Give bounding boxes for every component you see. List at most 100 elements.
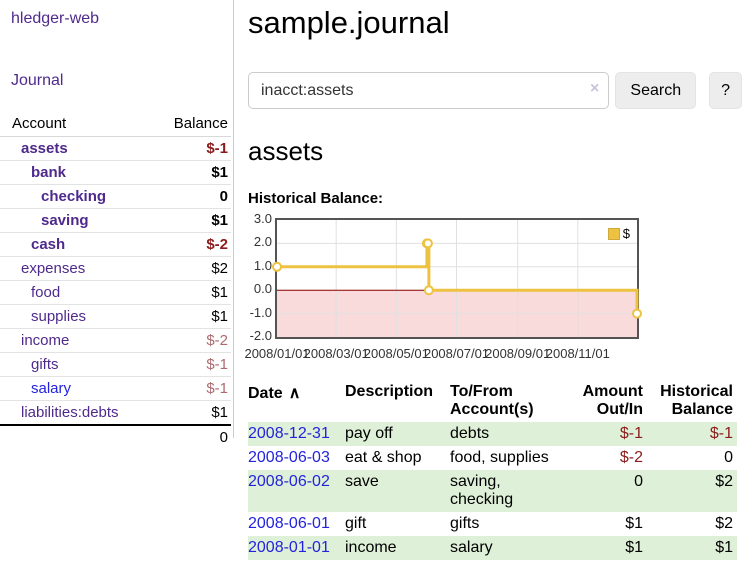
account-balance-income: $-2: [147, 329, 231, 353]
app-brand-link[interactable]: hledger-web: [11, 10, 99, 28]
register-row: 2008-06-02 save saving, checking 0 $2: [248, 470, 737, 512]
transaction-description: pay off: [345, 422, 450, 446]
register-row: 2008-06-03 eat & shop food, supplies $-2…: [248, 446, 737, 470]
account-link-cash[interactable]: cash: [31, 236, 65, 253]
y-axis-tick-label: -2.0: [248, 328, 272, 343]
transaction-accounts: salary: [450, 536, 562, 560]
account-row-gifts: gifts $-1: [0, 353, 231, 377]
transaction-date-link[interactable]: 2008-06-03: [248, 449, 330, 466]
accounts-header-account: Account: [0, 112, 147, 137]
account-link-salary[interactable]: salary: [31, 380, 71, 397]
search-form: × Search ?: [248, 72, 742, 109]
account-link-income[interactable]: income: [21, 332, 69, 349]
account-balance-checking: 0: [147, 185, 231, 209]
chart-heading: Historical Balance:: [248, 190, 742, 207]
y-axis-tick-label: 1.0: [248, 258, 272, 273]
search-input[interactable]: [248, 72, 609, 109]
register-header-description: Description: [345, 380, 450, 422]
account-balance-supplies: $1: [147, 305, 231, 329]
search-button[interactable]: Search: [615, 72, 696, 109]
account-link-bank[interactable]: bank: [31, 164, 66, 181]
transaction-balance: $2: [647, 512, 737, 536]
sidebar: hledger-web Journal Account Balance asse…: [0, 0, 233, 449]
transaction-amount: 0: [562, 470, 647, 512]
x-axis-tick-label: 2008/09/01: [485, 346, 550, 361]
sidebar-divider: [233, 0, 234, 438]
transaction-amount: $1: [562, 512, 647, 536]
transaction-description: gift: [345, 512, 450, 536]
chart-legend: $: [606, 225, 632, 242]
account-row-saving: saving $1: [0, 209, 231, 233]
account-balance-salary: $-1: [147, 377, 231, 401]
account-link-food[interactable]: food: [31, 284, 60, 301]
register-header-date[interactable]: Date∧: [248, 380, 345, 422]
transaction-amount: $-2: [562, 446, 647, 470]
x-axis-tick-label: 2008/05/01: [364, 346, 429, 361]
accounts-header-balance: Balance: [147, 112, 231, 137]
y-axis-tick-label: -1.0: [248, 305, 272, 320]
register-row: 2008-12-31 pay off debts $-1 $-1: [248, 422, 737, 446]
account-link-gifts[interactable]: gifts: [31, 356, 59, 373]
legend-label: $: [623, 226, 630, 241]
account-row-assets: assets $-1: [0, 137, 231, 161]
accounts-header-row: Account Balance: [0, 112, 231, 137]
clear-search-icon[interactable]: ×: [590, 80, 599, 98]
sort-ascending-icon: ∧: [289, 385, 301, 402]
sidebar-journal-link[interactable]: Journal: [11, 72, 63, 90]
register-header-row: Date∧ Description To/From Account(s) Amo…: [248, 380, 737, 422]
transaction-description: save: [345, 470, 450, 512]
transaction-date-link[interactable]: 2008-06-01: [248, 515, 330, 532]
register-header-amount: Amount Out/In: [562, 380, 647, 422]
account-link-liabilities-debts[interactable]: liabilities:debts: [21, 404, 119, 421]
transaction-balance: 0: [647, 446, 737, 470]
register-row: 2008-01-01 income salary $1 $1: [248, 536, 737, 560]
account-row-checking: checking 0: [0, 185, 231, 209]
account-link-expenses[interactable]: expenses: [21, 260, 85, 277]
account-balance-saving: $1: [147, 209, 231, 233]
accounts-balance-table: Account Balance assets $-1 bank $1 check…: [0, 112, 231, 449]
account-balance-cash: $-2: [147, 233, 231, 257]
register-table: Date∧ Description To/From Account(s) Amo…: [248, 380, 737, 560]
transaction-date-link[interactable]: 2008-06-02: [248, 473, 330, 490]
help-button[interactable]: ?: [709, 72, 742, 109]
search-box: ×: [248, 72, 609, 109]
accounts-total-spacer: [0, 425, 147, 449]
chart-plot-area[interactable]: $: [275, 218, 639, 339]
account-row-expenses: expenses $2: [0, 257, 231, 281]
historical-balance-chart: $ 3.02.01.00.0-1.0-2.02008/01/012008/03/…: [248, 216, 668, 364]
transaction-description: eat & shop: [345, 446, 450, 470]
account-balance-liabilities-debts: $1: [147, 401, 231, 426]
y-axis-tick-label: 0.0: [248, 281, 272, 296]
transaction-date-link[interactable]: 2008-12-31: [248, 425, 330, 442]
transaction-accounts: gifts: [450, 512, 562, 536]
x-axis-tick-label: 2008/11/01: [546, 346, 610, 361]
account-balance-assets: $-1: [147, 137, 231, 161]
account-row-income: income $-2: [0, 329, 231, 353]
y-axis-tick-label: 2.0: [248, 234, 272, 249]
account-link-assets[interactable]: assets: [21, 140, 68, 157]
account-row-liabilities-debts: liabilities:debts $1: [0, 401, 231, 426]
account-row-supplies: supplies $1: [0, 305, 231, 329]
account-link-checking[interactable]: checking: [41, 188, 106, 205]
legend-swatch-icon: [608, 228, 620, 240]
account-row-food: food $1: [0, 281, 231, 305]
account-balance-bank: $1: [147, 161, 231, 185]
register-header-tofrom: To/From Account(s): [450, 380, 562, 422]
account-balance-gifts: $-1: [147, 353, 231, 377]
account-row-cash: cash $-2: [0, 233, 231, 257]
transaction-accounts: debts: [450, 422, 562, 446]
accounts-total-row: 0: [0, 425, 231, 449]
transaction-balance: $2: [647, 470, 737, 512]
transaction-description: income: [345, 536, 450, 560]
account-link-supplies[interactable]: supplies: [31, 308, 86, 325]
main-content: sample.journal × Search ? assets Histori…: [248, 0, 742, 560]
account-link-saving[interactable]: saving: [41, 212, 89, 229]
register-row: 2008-06-01 gift gifts $1 $2: [248, 512, 737, 536]
account-balance-expenses: $2: [147, 257, 231, 281]
x-axis-tick-label: 2008/01/01: [244, 346, 309, 361]
x-axis-tick-label: 2008/07/01: [424, 346, 489, 361]
transaction-accounts: saving, checking: [450, 470, 562, 512]
register-header-balance: Historical Balance: [647, 380, 737, 422]
accounts-total-value: 0: [147, 425, 231, 449]
transaction-date-link[interactable]: 2008-01-01: [248, 539, 330, 556]
